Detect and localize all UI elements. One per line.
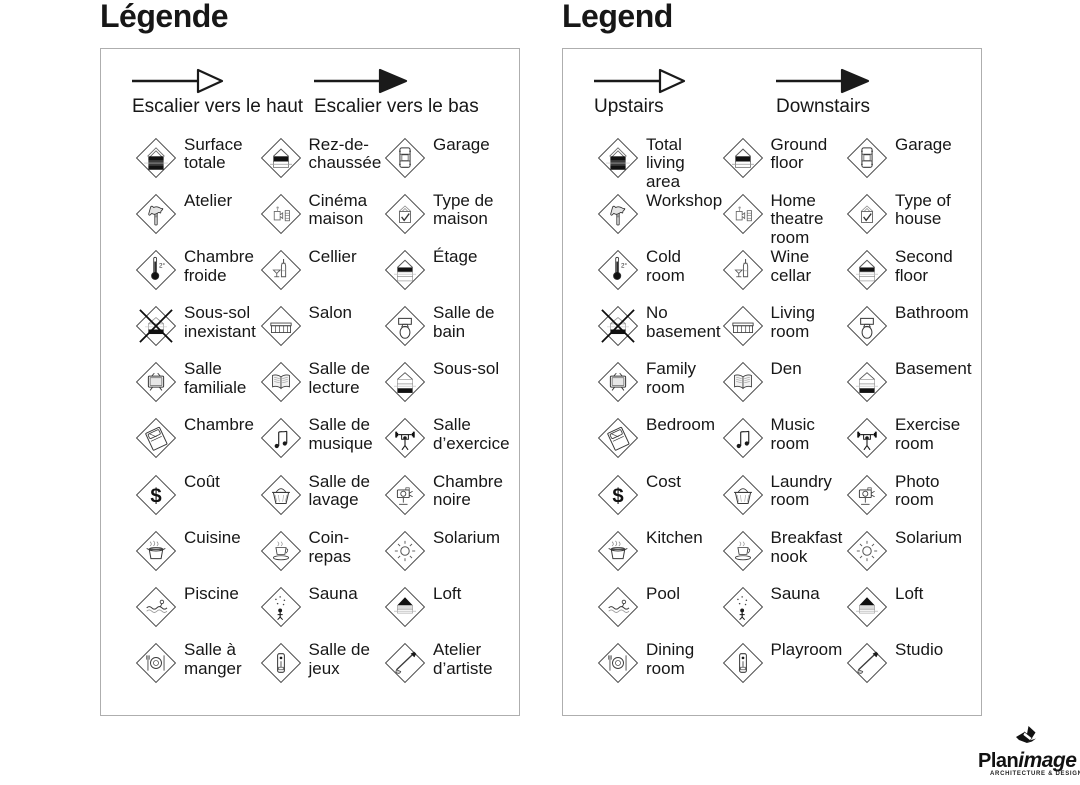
svg-text:2°: 2° [159,261,166,269]
svg-text:$: $ [150,485,161,507]
svg-text:$: $ [612,485,623,507]
svg-text:2°: 2° [621,261,628,269]
